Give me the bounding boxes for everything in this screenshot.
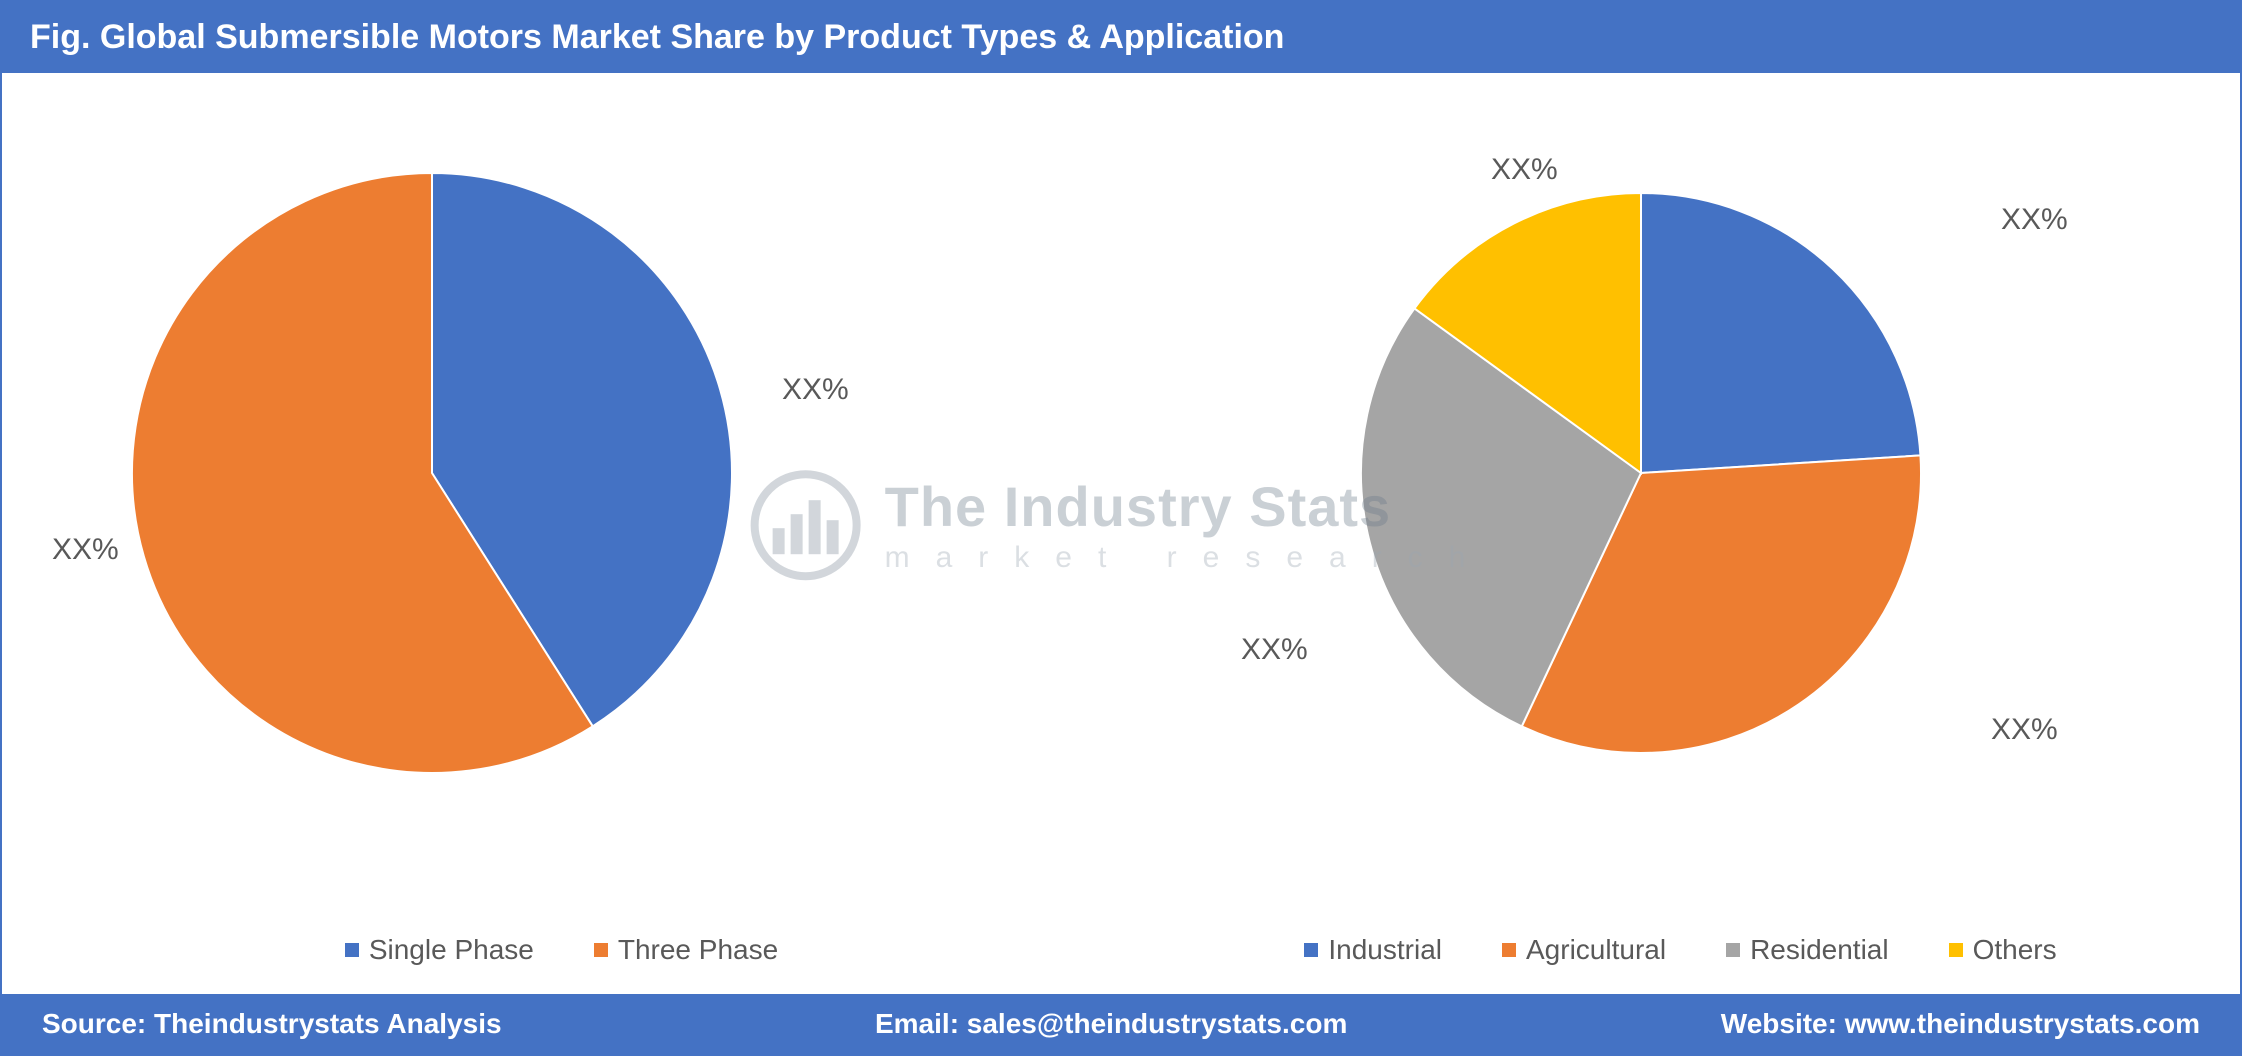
pie-left-datalabel: XX%: [782, 373, 849, 407]
legend-swatch: [594, 943, 608, 957]
footer-source: Source: Theindustrystats Analysis: [42, 1008, 502, 1040]
legend-swatch: [1304, 943, 1318, 957]
footer-website: Website: www.theindustrystats.com: [1721, 1008, 2200, 1040]
chart-area: XX%XX% Single PhaseThree Phase XX%XX%XX%…: [2, 73, 2240, 994]
legend-swatch: [1726, 943, 1740, 957]
legend-row-right: Industrial Agricultural Residential Others: [1121, 916, 2240, 994]
pie-left-datalabel: XX%: [52, 533, 119, 567]
legend-label: Others: [1973, 934, 2057, 966]
pie-right-legend-item: Residential: [1726, 934, 1889, 966]
legend-swatch: [1949, 943, 1963, 957]
pie-right-slice-industrial: [1641, 193, 1920, 473]
legend-swatch: [345, 943, 359, 957]
legend-label: Single Phase: [369, 934, 534, 966]
pie-right-datalabel: XX%: [1241, 633, 1308, 667]
chart-panel-application: XX% XX% XX% XX% Industrial Agricultural Resid…: [1121, 73, 2240, 994]
pie-left-legend-item: Single Phase: [345, 934, 534, 966]
pie-right-legend-item: Industrial: [1304, 934, 1442, 966]
pie-wrap-right: XX% XX% XX% XX%: [1121, 73, 2240, 916]
legend-label: Agricultural: [1526, 934, 1666, 966]
footer-email: Email: sales@theindustrystats.com: [875, 1008, 1347, 1040]
figure-title: Fig. Global Submersible Motors Market Sh…: [30, 18, 1284, 56]
pie-right-legend-item: Agricultural: [1502, 934, 1666, 966]
legend-label: Residential: [1750, 934, 1889, 966]
figure-footer-bar: Source: Theindustrystats Analysis Email:…: [2, 994, 2240, 1054]
chart-panel-product-types: XX% XX% Single Phase Three Phase: [2, 73, 1121, 994]
figure-title-bar: Fig. Global Submersible Motors Market Sh…: [2, 2, 2240, 73]
pie-right-datalabel: XX%: [1491, 153, 1558, 187]
figure-container: Fig. Global Submersible Motors Market Sh…: [0, 0, 2242, 1056]
legend-swatch: [1502, 943, 1516, 957]
pie-left-legend-item: Three Phase: [594, 934, 778, 966]
pie-right-legend-item: Others: [1949, 934, 2057, 966]
legend-label: Industrial: [1328, 934, 1442, 966]
pie-left-svg: [2, 73, 772, 813]
pie-right-datalabel: XX%: [2001, 203, 2068, 237]
legend-label: Three Phase: [618, 934, 778, 966]
legend-row-left: Single Phase Three Phase: [2, 916, 1121, 994]
pie-wrap-left: XX% XX%: [2, 73, 1121, 916]
pie-right-datalabel: XX%: [1991, 713, 2058, 747]
